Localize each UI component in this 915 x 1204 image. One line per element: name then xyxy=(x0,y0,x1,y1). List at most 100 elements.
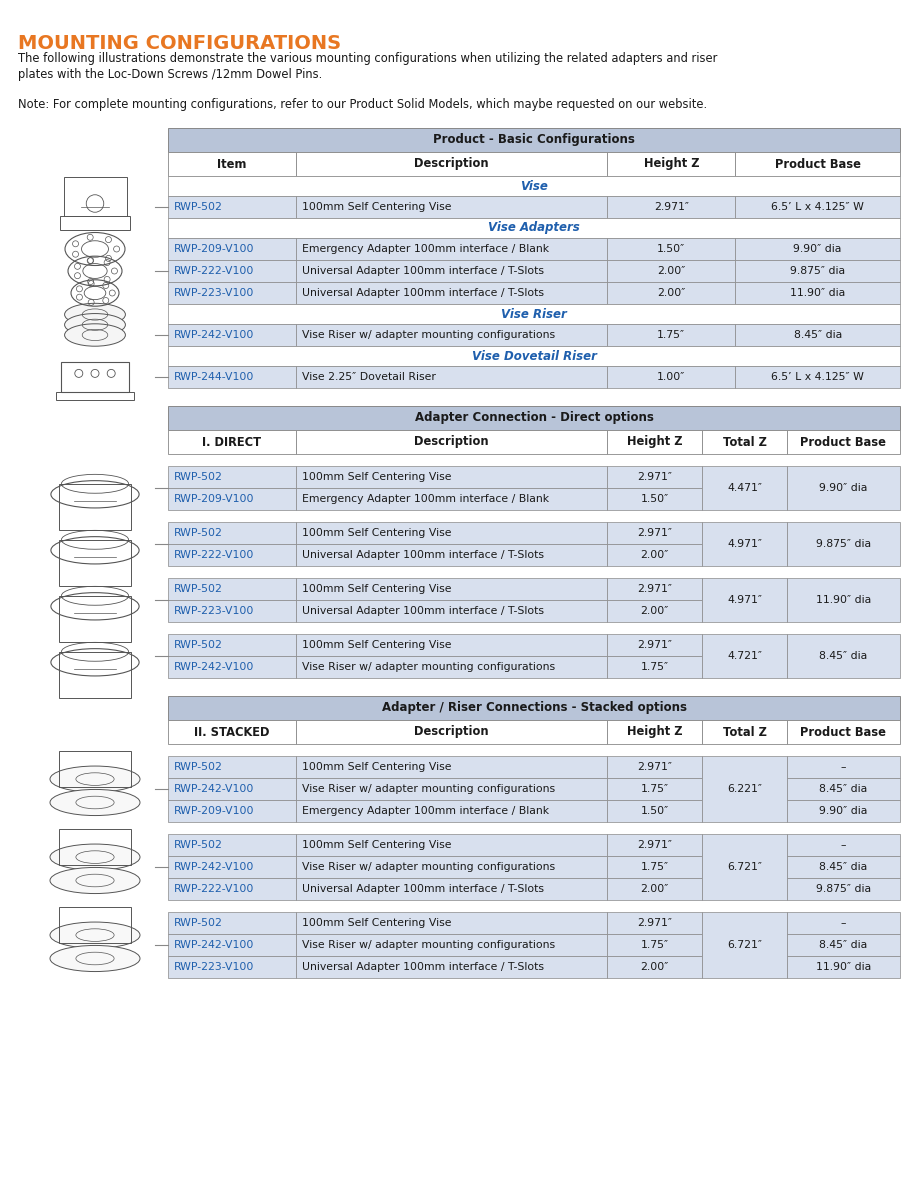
Text: plates with the Loc-Down Screws /12mm Dowel Pins.: plates with the Loc-Down Screws /12mm Do… xyxy=(18,67,322,81)
Text: 100mm Self Centering Vise: 100mm Self Centering Vise xyxy=(302,202,452,212)
Bar xyxy=(608,778,703,799)
Text: 2.971″: 2.971″ xyxy=(637,529,673,538)
Bar xyxy=(608,934,703,956)
Text: RWP-242-V100: RWP-242-V100 xyxy=(174,940,254,950)
Text: 2.971″: 2.971″ xyxy=(637,472,673,482)
Text: RWP-244-V100: RWP-244-V100 xyxy=(174,372,254,382)
Text: 100mm Self Centering Vise: 100mm Self Centering Vise xyxy=(302,641,452,650)
Bar xyxy=(608,366,736,388)
Bar xyxy=(296,196,608,218)
Bar xyxy=(168,934,296,956)
Bar xyxy=(168,696,900,720)
Bar xyxy=(608,523,703,544)
Ellipse shape xyxy=(50,844,140,870)
Text: 8.45″ dia: 8.45″ dia xyxy=(819,940,867,950)
Bar xyxy=(296,834,608,856)
Text: RWP-242-V100: RWP-242-V100 xyxy=(174,862,254,872)
Text: RWP-222-V100: RWP-222-V100 xyxy=(174,550,254,560)
Bar xyxy=(608,799,703,822)
Text: Total Z: Total Z xyxy=(723,436,767,449)
Text: 100mm Self Centering Vise: 100mm Self Centering Vise xyxy=(302,529,452,538)
Text: RWP-242-V100: RWP-242-V100 xyxy=(174,784,254,793)
Text: 1.75″: 1.75″ xyxy=(640,662,669,672)
Text: RWP-223-V100: RWP-223-V100 xyxy=(174,288,254,299)
Ellipse shape xyxy=(50,922,140,949)
Text: Emergency Adapter 100mm interface / Blank: Emergency Adapter 100mm interface / Blan… xyxy=(302,805,549,816)
Bar xyxy=(59,539,131,586)
Bar xyxy=(703,911,787,978)
Text: 4.971″: 4.971″ xyxy=(727,595,762,604)
Text: Product Base: Product Base xyxy=(801,726,887,738)
Text: 1.75″: 1.75″ xyxy=(640,940,669,950)
Text: Vise Riser w/ adapter mounting configurations: Vise Riser w/ adapter mounting configura… xyxy=(302,784,555,793)
Text: Vise Dovetail Riser: Vise Dovetail Riser xyxy=(471,349,597,362)
Bar xyxy=(168,656,296,678)
Bar xyxy=(703,834,787,901)
Bar xyxy=(59,596,131,642)
Bar xyxy=(703,756,787,822)
Text: 4.471″: 4.471″ xyxy=(727,483,762,492)
Bar xyxy=(296,778,608,799)
Text: 6.721″: 6.721″ xyxy=(727,940,762,950)
Bar xyxy=(296,799,608,822)
Text: 6.5’ L x 4.125″ W: 6.5’ L x 4.125″ W xyxy=(771,202,864,212)
Text: 2.00″: 2.00″ xyxy=(640,962,669,972)
Bar xyxy=(168,346,900,366)
Text: RWP-222-V100: RWP-222-V100 xyxy=(174,884,254,895)
Text: Vise Riser: Vise Riser xyxy=(501,307,567,320)
Text: RWP-502: RWP-502 xyxy=(174,762,223,772)
Text: 100mm Self Centering Vise: 100mm Self Centering Vise xyxy=(302,584,452,594)
Text: RWP-209-V100: RWP-209-V100 xyxy=(174,805,254,816)
Bar xyxy=(168,720,296,744)
Text: 6.721″: 6.721″ xyxy=(727,862,762,872)
Text: 100mm Self Centering Vise: 100mm Self Centering Vise xyxy=(302,472,452,482)
Bar xyxy=(60,216,130,230)
Text: I. DIRECT: I. DIRECT xyxy=(202,436,262,449)
Text: 2.971″: 2.971″ xyxy=(637,917,673,928)
Bar xyxy=(296,756,608,778)
Bar xyxy=(787,720,900,744)
Text: 1.00″: 1.00″ xyxy=(657,372,685,382)
Bar xyxy=(787,523,900,566)
Text: Universal Adapter 100mm interface / T-Slots: Universal Adapter 100mm interface / T-Sl… xyxy=(302,288,544,299)
Bar xyxy=(608,488,703,510)
Bar xyxy=(296,878,608,901)
Bar xyxy=(296,523,608,544)
Bar xyxy=(608,756,703,778)
Bar xyxy=(296,282,608,303)
Bar xyxy=(787,756,900,778)
Text: –: – xyxy=(841,762,846,772)
Bar xyxy=(608,578,703,600)
Bar xyxy=(168,218,900,238)
Text: Universal Adapter 100mm interface / T-Slots: Universal Adapter 100mm interface / T-Sl… xyxy=(302,962,544,972)
Text: Height Z: Height Z xyxy=(627,726,683,738)
Bar xyxy=(59,751,131,787)
Bar xyxy=(703,635,787,678)
Bar xyxy=(168,856,296,878)
Text: Vise Adapters: Vise Adapters xyxy=(488,222,580,235)
Bar xyxy=(703,430,787,454)
Bar xyxy=(59,651,131,698)
Bar xyxy=(168,303,900,324)
Text: 2.00″: 2.00″ xyxy=(657,266,685,276)
Bar xyxy=(168,911,296,934)
Text: MOUNTING CONFIGURATIONS: MOUNTING CONFIGURATIONS xyxy=(18,34,341,53)
Text: Emergency Adapter 100mm interface / Blank: Emergency Adapter 100mm interface / Blan… xyxy=(302,494,549,504)
Text: 1.75″: 1.75″ xyxy=(640,784,669,793)
Text: 6.5’ L x 4.125″ W: 6.5’ L x 4.125″ W xyxy=(771,372,864,382)
Bar xyxy=(168,956,296,978)
Text: 11.90″ dia: 11.90″ dia xyxy=(815,962,871,972)
Text: Vise Riser w/ adapter mounting configurations: Vise Riser w/ adapter mounting configura… xyxy=(302,330,555,340)
Bar xyxy=(168,260,296,282)
Text: Product Base: Product Base xyxy=(801,436,887,449)
Bar xyxy=(296,856,608,878)
Text: RWP-502: RWP-502 xyxy=(174,202,223,212)
Bar xyxy=(787,430,900,454)
Text: 1.50″: 1.50″ xyxy=(640,494,669,504)
Text: RWP-502: RWP-502 xyxy=(174,472,223,482)
Bar xyxy=(168,430,296,454)
Text: Product Base: Product Base xyxy=(775,158,861,171)
Text: 8.45″ dia: 8.45″ dia xyxy=(793,330,842,340)
Bar xyxy=(787,635,900,678)
Bar xyxy=(608,856,703,878)
